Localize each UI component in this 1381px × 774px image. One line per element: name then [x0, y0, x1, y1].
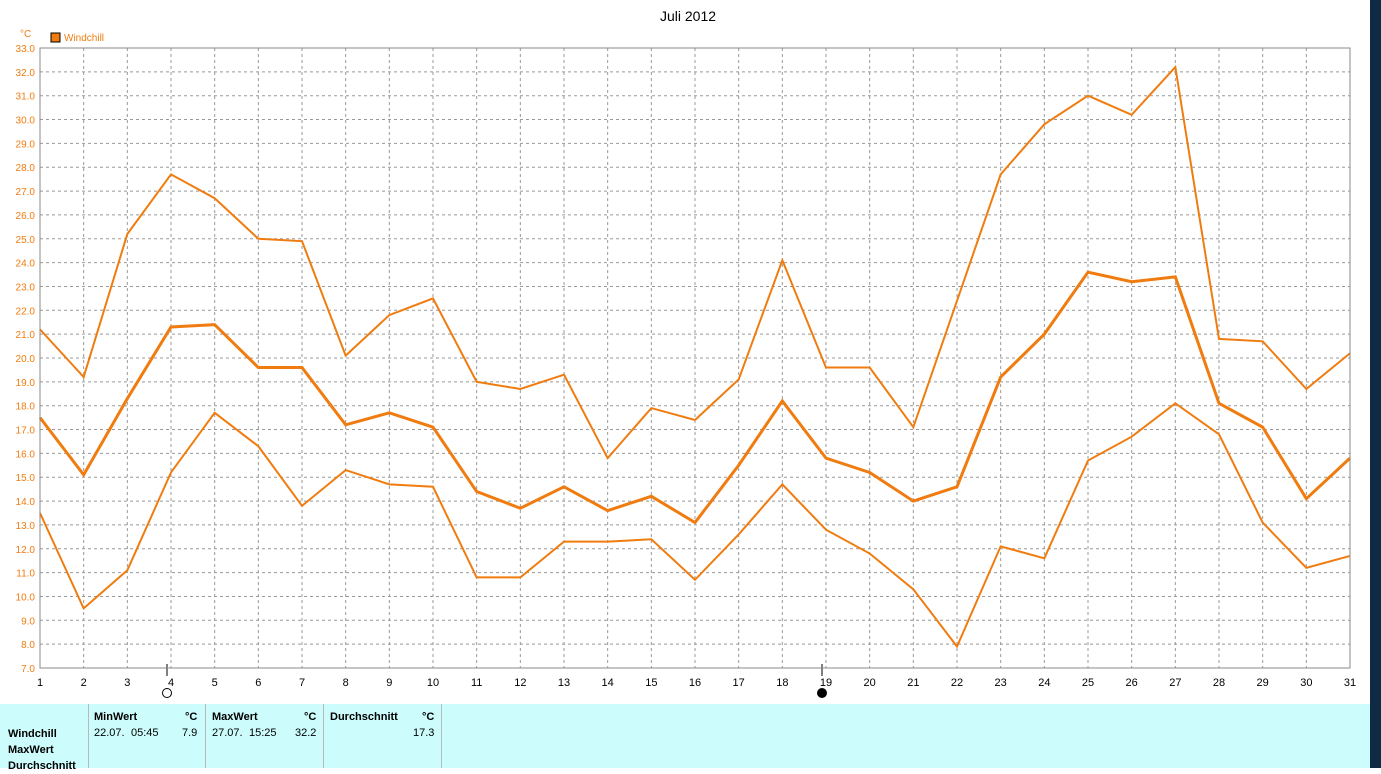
x-tick-label: 29 [1257, 677, 1269, 689]
x-tick-label: 25 [1082, 677, 1094, 689]
y-tick-label: 13.0 [16, 521, 36, 532]
max-value: 32.2 [295, 727, 317, 739]
x-tick-label: 7 [299, 677, 305, 689]
y-tick-label: 20.0 [16, 354, 36, 365]
x-tick-label: 10 [427, 677, 439, 689]
x-axis-ticks: 1 2 3 4 5 6 7 8 9 10 11 12 13 14 15 16 17 18 19 20 21 22 23 24 2… [37, 677, 1356, 689]
max-header: MaxWert [212, 711, 258, 723]
min-value: 7.9 [182, 727, 198, 739]
avg-header: Durchschnitt [330, 711, 398, 723]
y-tick-label: 17.0 [16, 426, 36, 437]
new-moon-icon [817, 688, 827, 698]
x-tick-label: 11 [471, 677, 482, 689]
row-label-durchschnitt: Durchschnitt [8, 760, 76, 772]
series-line-min [39, 402, 1351, 649]
series-line-avg [38, 270, 1352, 525]
x-tick-label: 1 [37, 677, 43, 689]
y-tick-label: 28.0 [16, 163, 36, 174]
row-label-maxwert: MaxWert [8, 744, 54, 756]
x-tick-label: 5 [212, 677, 218, 689]
series-line-max [39, 64, 1351, 460]
y-tick-label: 8.0 [21, 640, 35, 651]
avg-unit: °C [422, 711, 435, 723]
avg-value: 17.3 [413, 727, 435, 739]
series-lines [38, 64, 1352, 649]
y-tick-label: 22.0 [16, 306, 36, 317]
x-tick-label: 22 [951, 677, 963, 689]
y-tick-label: 9.0 [21, 616, 35, 627]
window-edge [1370, 0, 1381, 768]
x-tick-label: 20 [864, 677, 876, 689]
min-date: 22.07. [94, 727, 125, 739]
x-tick-label: 3 [124, 677, 130, 689]
stats-panel: Windchill MaxWert Durchschnitt MinWert °… [0, 704, 1370, 772]
x-tick-label: 24 [1038, 677, 1050, 689]
x-tick-label: 8 [343, 677, 349, 689]
y-tick-label: 10.0 [16, 592, 36, 603]
chart-title: Juli 2012 [660, 8, 716, 24]
y-tick-label: 23.0 [16, 282, 36, 293]
y-tick-label: 29.0 [16, 139, 36, 150]
x-tick-label: 15 [645, 677, 657, 689]
y-tick-label: 14.0 [16, 497, 36, 508]
max-date: 27.07. [212, 727, 243, 739]
y-tick-label: 32.0 [16, 68, 36, 79]
x-tick-label: 19 [820, 677, 832, 689]
min-unit: °C [185, 711, 198, 723]
y-tick-label: 24.0 [16, 259, 36, 270]
y-tick-label: 21.0 [16, 330, 36, 341]
plot-frame [39, 47, 1351, 669]
grid [39, 47, 1351, 669]
windchill-chart: Juli 2012 °C Windchill 7.0 8.0 9.0 10.0 11.0… [16, 8, 1356, 698]
stats-max-column: MaxWert °C 27.07. 15:25 32.2 [206, 704, 324, 768]
y-tick-label: 25.0 [16, 235, 36, 246]
x-tick-label: 4 [168, 677, 174, 689]
y-tick-label: 12.0 [16, 545, 36, 556]
y-tick-label: 18.0 [16, 402, 36, 413]
y-tick-label: 16.0 [16, 449, 36, 460]
x-tick-label: 9 [386, 677, 392, 689]
x-tick-label: 27 [1169, 677, 1181, 689]
x-tick-label: 16 [689, 677, 701, 689]
x-tick-label: 2 [81, 677, 87, 689]
row-label-windchill: Windchill [8, 728, 57, 740]
x-tick-label: 30 [1300, 677, 1312, 689]
x-tick-label: 14 [602, 677, 614, 689]
x-tick-label: 31 [1344, 677, 1356, 689]
stats-label-column: Windchill MaxWert Durchschnitt [0, 704, 89, 772]
y-tick-label: 27.0 [16, 187, 36, 198]
y-tick-label: 11.0 [16, 569, 35, 580]
y-tick-label: 31.0 [16, 92, 36, 103]
max-time: 15:25 [249, 727, 277, 739]
stats-min-column: MinWert °C 22.07. 05:45 7.9 [89, 704, 206, 768]
y-tick-label: 26.0 [16, 211, 36, 222]
max-unit: °C [304, 711, 317, 723]
x-tick-label: 28 [1213, 677, 1225, 689]
y-axis-unit: °C [20, 29, 31, 40]
x-tick-label: 6 [255, 677, 261, 689]
legend-label: Windchill [64, 33, 104, 44]
x-tick-label: 23 [995, 677, 1007, 689]
y-tick-label: 15.0 [16, 473, 36, 484]
min-header: MinWert [94, 711, 138, 723]
y-tick-label: 33.0 [16, 44, 36, 55]
stats-avg-column: Durchschnitt °C 17.3 [324, 704, 442, 768]
x-tick-label: 26 [1126, 677, 1138, 689]
x-tick-label: 13 [558, 677, 570, 689]
x-tick-label: 21 [907, 677, 919, 689]
full-moon-icon [162, 688, 172, 698]
y-axis-ticks: 7.0 8.0 9.0 10.0 11.0 12.0 13.0 14.0 15.0 16.0 17.… [16, 44, 36, 675]
y-tick-label: 7.0 [21, 664, 35, 675]
x-tick-label: 17 [733, 677, 745, 689]
min-time: 05:45 [131, 727, 159, 739]
y-tick-label: 19.0 [16, 378, 36, 389]
y-tick-label: 30.0 [16, 116, 36, 127]
x-tick-label: 12 [514, 677, 526, 689]
legend-swatch [50, 32, 61, 43]
moon-markers [162, 664, 827, 698]
x-tick-label: 18 [776, 677, 788, 689]
